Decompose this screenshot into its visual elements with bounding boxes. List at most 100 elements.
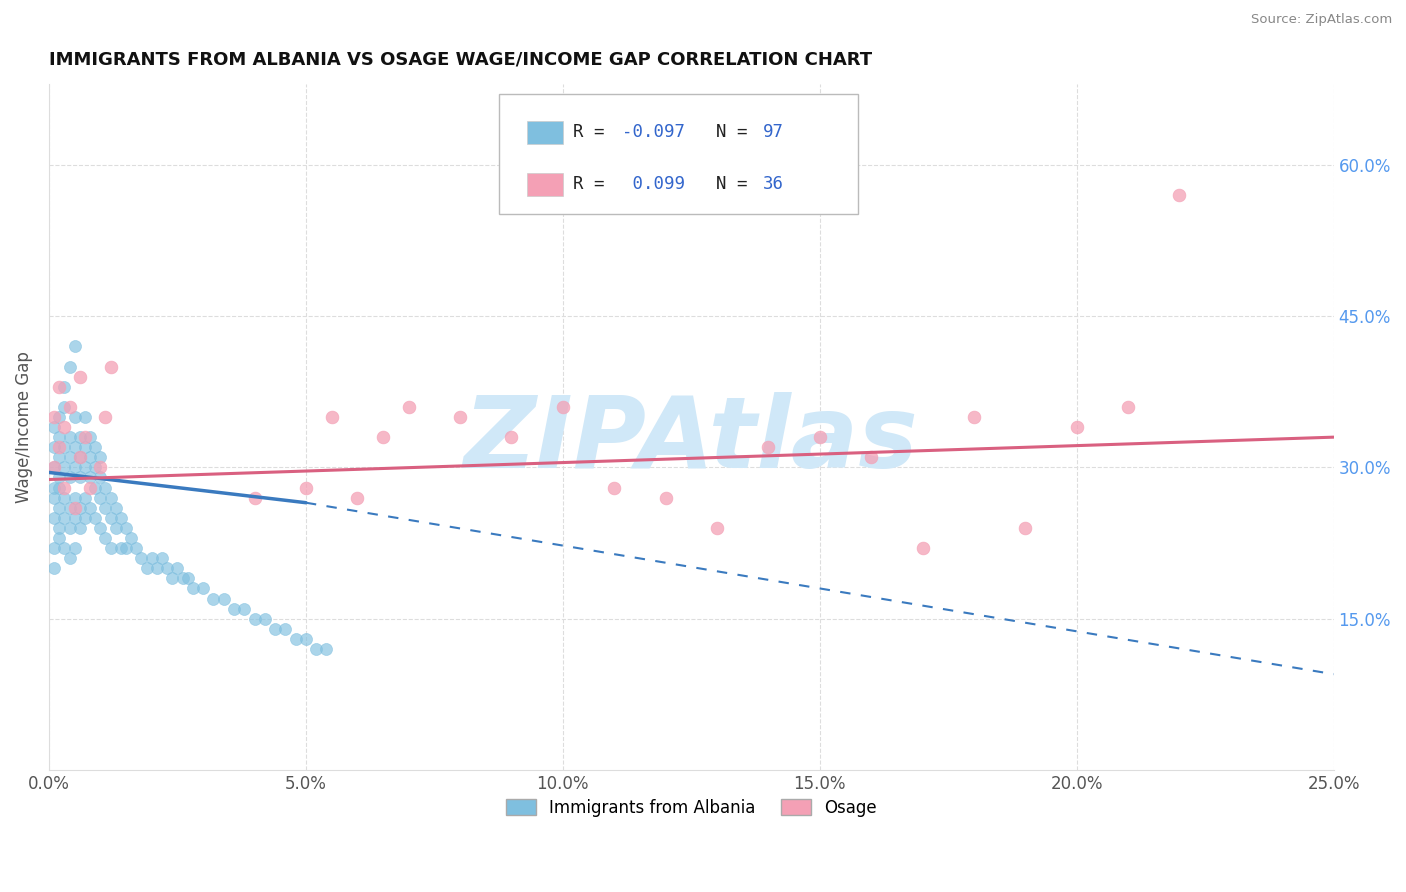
Point (48, 470, 70, 484)
Point (100, 541, 122, 555)
Y-axis label: Wage/Income Gap: Wage/Income Gap (15, 351, 32, 503)
Point (63, 511, 86, 525)
Point (860, 450, 883, 465)
Point (63, 541, 86, 555)
Point (53, 511, 76, 525)
Point (295, 632, 318, 646)
Point (94, 500, 117, 515)
Point (42, 491, 65, 505)
Point (42, 561, 65, 575)
Point (69, 430, 91, 444)
Text: R =: R = (574, 175, 626, 193)
Point (100, 511, 122, 525)
Point (141, 551, 163, 566)
Point (53, 541, 76, 555)
Point (100, 491, 122, 505)
Point (63, 500, 86, 515)
Point (73, 460, 96, 475)
Point (110, 541, 132, 555)
Point (69, 521, 91, 535)
Point (79, 481, 101, 495)
Point (135, 561, 157, 575)
Point (73, 491, 96, 505)
Point (94, 481, 117, 495)
Point (222, 601, 245, 615)
Point (315, 642, 337, 657)
Point (73, 409, 96, 424)
Point (63, 460, 86, 475)
Point (1168, 188, 1191, 202)
Point (58, 500, 80, 515)
Point (295, 481, 318, 495)
Point (58, 450, 80, 465)
Point (58, 521, 80, 535)
Point (89, 470, 111, 484)
Point (1066, 420, 1088, 434)
Point (48, 450, 70, 465)
Point (84, 460, 107, 475)
Point (243, 612, 266, 626)
Point (166, 561, 188, 575)
Text: IMMIGRANTS FROM ALBANIA VS OSAGE WAGE/INCOME GAP CORRELATION CHART: IMMIGRANTS FROM ALBANIA VS OSAGE WAGE/IN… (49, 51, 872, 69)
Point (84, 511, 107, 525)
Point (398, 400, 420, 414)
Point (42, 440, 65, 454)
Point (69, 450, 91, 465)
Point (53, 420, 76, 434)
FancyBboxPatch shape (527, 121, 562, 145)
Point (146, 561, 169, 575)
Text: N =: N = (695, 123, 758, 141)
Point (63, 491, 86, 505)
Point (305, 642, 328, 657)
Point (89, 450, 111, 465)
Text: ZIPAtlas: ZIPAtlas (464, 392, 918, 490)
Point (63, 339, 86, 353)
Point (53, 380, 76, 394)
Point (58, 359, 80, 374)
Point (162, 571, 184, 585)
FancyBboxPatch shape (527, 173, 562, 196)
Point (120, 531, 142, 545)
Point (48, 531, 70, 545)
Point (115, 541, 138, 555)
Point (53, 440, 76, 454)
Point (48, 500, 70, 515)
Point (89, 491, 111, 505)
Point (150, 551, 173, 566)
Point (63, 409, 86, 424)
Point (84, 481, 107, 495)
Point (58, 551, 80, 566)
Point (42, 409, 65, 424)
Text: 0.099: 0.099 (621, 175, 685, 193)
Point (48, 430, 70, 444)
Point (253, 612, 276, 626)
Legend: Immigrants from Albania, Osage: Immigrants from Albania, Osage (499, 792, 883, 823)
Point (48, 380, 70, 394)
Point (758, 440, 780, 454)
Point (42, 511, 65, 525)
Point (73, 440, 96, 454)
Point (284, 632, 307, 646)
Text: R =: R = (574, 123, 614, 141)
Point (371, 430, 394, 444)
Point (1014, 521, 1036, 535)
Point (42, 420, 65, 434)
Point (48, 409, 70, 424)
FancyBboxPatch shape (499, 95, 858, 214)
Point (69, 470, 91, 484)
Point (243, 491, 266, 505)
Text: 36: 36 (763, 175, 785, 193)
Point (48, 440, 70, 454)
Text: N =: N = (695, 175, 758, 193)
Point (274, 622, 297, 636)
Point (911, 541, 934, 555)
Point (191, 582, 214, 596)
Point (346, 491, 368, 505)
Point (94, 409, 117, 424)
Point (706, 521, 728, 535)
Point (58, 470, 80, 484)
Point (89, 460, 111, 475)
Point (808, 430, 831, 444)
Point (79, 450, 101, 465)
Point (79, 470, 101, 484)
